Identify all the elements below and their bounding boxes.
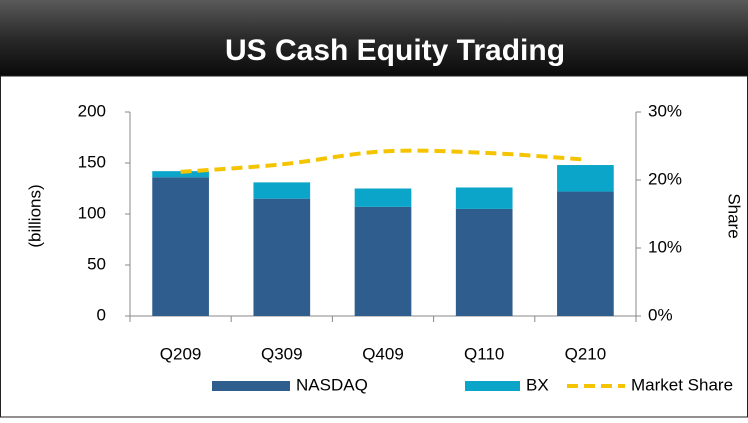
header-band xyxy=(0,0,748,76)
x-tick-label: Q209 xyxy=(160,344,202,363)
y-tick-label: 200 xyxy=(78,101,106,120)
y-tick-label: 50 xyxy=(87,254,106,273)
y2-tick-label: 0% xyxy=(648,305,673,324)
bar xyxy=(557,191,614,316)
legend-swatch xyxy=(465,381,520,391)
bar xyxy=(557,165,614,192)
y-tick-label: 150 xyxy=(78,152,106,171)
chart-title: US Cash Equity Trading xyxy=(225,34,565,67)
bar xyxy=(152,177,209,316)
legend-label: Market Share xyxy=(631,375,733,394)
legend-swatch xyxy=(212,381,290,391)
bar xyxy=(253,182,311,199)
y2-tick-label: 10% xyxy=(648,237,682,256)
bar xyxy=(354,206,412,316)
bar xyxy=(455,208,513,316)
bar xyxy=(152,171,209,178)
bar xyxy=(253,198,311,316)
bar xyxy=(354,188,412,207)
legend-label: BX xyxy=(526,375,549,394)
y-tick-label: 100 xyxy=(78,203,106,222)
y2-tick-label: 20% xyxy=(648,169,682,188)
y-tick-label: 0 xyxy=(97,305,106,324)
x-tick-label: Q110 xyxy=(464,344,504,363)
y-axis-label: (billions) xyxy=(25,184,44,247)
legend-label: NASDAQ xyxy=(296,375,368,394)
y2-axis-label: Share xyxy=(725,193,744,238)
x-tick-label: Q409 xyxy=(362,344,404,363)
x-tick-label: Q309 xyxy=(261,344,303,363)
y2-tick-label: 30% xyxy=(648,101,682,120)
bar xyxy=(455,187,513,209)
x-tick-label: Q210 xyxy=(565,344,607,363)
